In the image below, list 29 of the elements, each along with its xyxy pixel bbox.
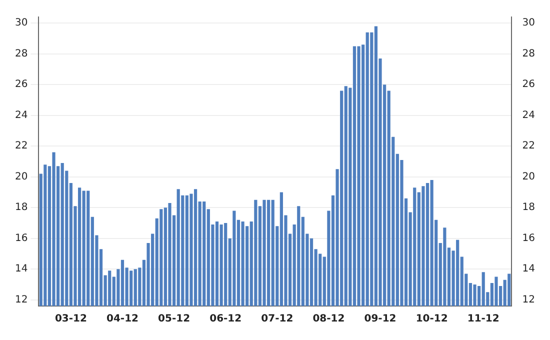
y-tick-label: 22 — [14, 140, 28, 152]
y2-tick-label: 12 — [522, 294, 536, 306]
y2-tick-label: 16 — [522, 232, 536, 244]
x-tick-label: 03-12 — [54, 314, 87, 325]
x-tick-label: 04-12 — [106, 314, 139, 325]
y2-tick-label: 22 — [522, 140, 536, 152]
x-tick-label: 10-12 — [416, 314, 448, 325]
y2-tick-label: 18 — [522, 202, 536, 214]
x-tick-label: 09-12 — [364, 314, 396, 325]
x-tick-label: 11-12 — [467, 314, 500, 325]
y-tick-label: 24 — [14, 110, 28, 121]
y2-tick-label: 26 — [522, 79, 536, 90]
y-tick-label: 16 — [14, 232, 28, 244]
y-tick-label: 30 — [14, 18, 28, 29]
x-tick-label: 06-12 — [210, 314, 242, 325]
y2-tick-label: 28 — [522, 48, 536, 60]
y2-tick-label: 20 — [522, 171, 536, 182]
y-tick-label: 12 — [14, 294, 28, 306]
y2-tick-label: 24 — [522, 110, 536, 121]
y-tick-label: 18 — [14, 202, 28, 214]
x-tick-label: 05-12 — [158, 314, 190, 325]
x-tick-label: 08-12 — [312, 314, 345, 325]
y2-tick-label: 30 — [522, 18, 536, 29]
x-tick-label: 07-12 — [261, 314, 294, 325]
y-tick-label: 14 — [14, 264, 28, 275]
y-tick-label: 28 — [14, 48, 28, 60]
y2-tick-label: 14 — [522, 264, 536, 275]
y-tick-label: 26 — [14, 79, 28, 90]
y-tick-label: 20 — [14, 171, 28, 182]
